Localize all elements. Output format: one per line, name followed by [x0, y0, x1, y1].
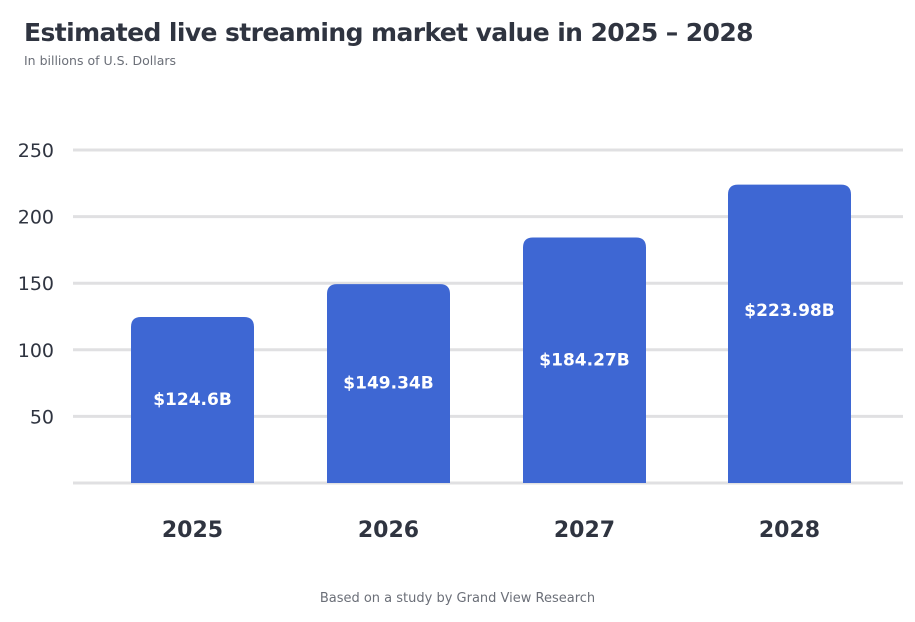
bar-2027	[523, 237, 646, 483]
data-label: $223.98B	[744, 301, 834, 321]
bar-2025	[131, 317, 254, 483]
x-tick-label: 2027	[554, 518, 615, 543]
y-tick-label: 150	[18, 273, 54, 295]
chart-subtitle: In billions of U.S. Dollars	[24, 53, 177, 68]
y-tick-label: 50	[30, 406, 54, 428]
x-tick-label: 2028	[759, 518, 820, 543]
data-label: $124.6B	[153, 390, 232, 410]
source-note: Based on a study by Grand View Research	[319, 591, 596, 606]
y-tick-label: 200	[18, 207, 54, 229]
bar-2026	[327, 284, 450, 483]
data-label: $149.34B	[343, 374, 433, 394]
chart-title: Estimated live streaming market value in…	[24, 18, 754, 47]
x-tick-label: 2025	[162, 518, 223, 543]
y-tick-label: 100	[18, 340, 54, 362]
data-label: $184.27B	[539, 350, 629, 370]
bar-2028	[728, 184, 851, 484]
y-tick-label: 250	[18, 140, 54, 162]
x-tick-label: 2026	[358, 518, 419, 543]
